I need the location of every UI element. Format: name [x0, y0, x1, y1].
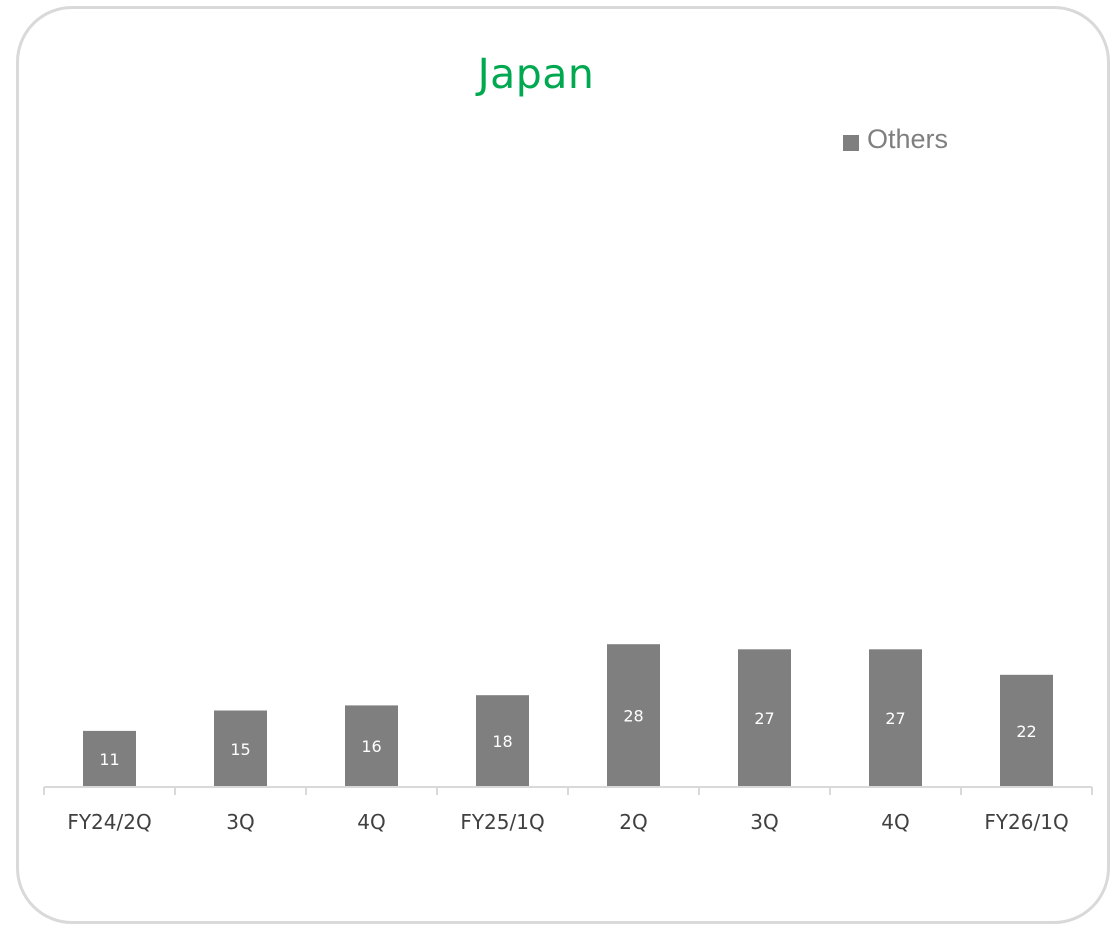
x-tick-label: 4Q [357, 810, 385, 834]
bar [869, 649, 922, 787]
legend-swatch-others [843, 135, 859, 151]
bar-value-label: 18 [492, 732, 512, 751]
bar [214, 710, 267, 787]
bars: 11 15 16 18 28 27 27 22 [83, 644, 1053, 787]
x-tick-label: FY24/2Q [67, 810, 151, 834]
chart-title: Japan [477, 50, 595, 98]
x-tick-label: 3Q [226, 810, 254, 834]
bar-value-label: 27 [754, 709, 774, 728]
bar [607, 644, 660, 787]
x-axis: FY24/2Q 3Q 4Q FY25/1Q 2Q 3Q 4Q FY26/1Q [43, 786, 1093, 834]
bar-value-label: 11 [99, 750, 119, 769]
bar [83, 730, 136, 787]
bar [345, 705, 398, 787]
x-tick-label: FY26/1Q [984, 810, 1068, 834]
x-tick-label: FY25/1Q [460, 810, 544, 834]
bar-value-label: 22 [1016, 722, 1036, 741]
x-tick-label: 2Q [619, 810, 647, 834]
bar [738, 649, 791, 787]
bar-value-label: 27 [885, 709, 905, 728]
bar [1000, 674, 1053, 787]
chart-panel [16, 6, 1110, 924]
x-tick-label: 3Q [750, 810, 778, 834]
bar-value-label: 15 [230, 740, 250, 759]
legend-label-others: Others [867, 124, 948, 154]
bar [476, 695, 529, 787]
bar-value-label: 16 [361, 737, 381, 756]
legend: Others [843, 124, 948, 154]
x-tick-label: 4Q [881, 810, 909, 834]
bar-value-label: 28 [623, 707, 643, 726]
